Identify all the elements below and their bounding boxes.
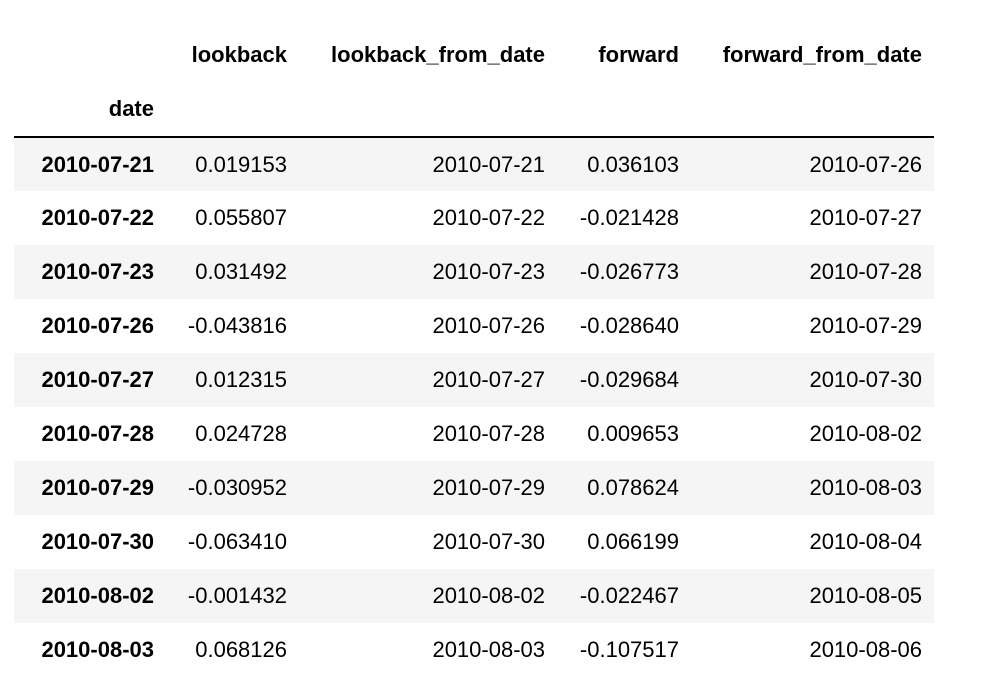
cell-forward-from-date: 2010-07-26 xyxy=(809,151,922,177)
cell-lookback: 0.024728 xyxy=(195,421,287,446)
table-body: 2010-07-21 0.019153 2010-07-21 0.036103 … xyxy=(14,137,934,677)
index-name-spacer xyxy=(166,82,299,138)
cell-forward: -0.028640 xyxy=(579,313,679,338)
cell-lookback: 0.055807 xyxy=(195,205,287,230)
cell-lookback: 0.019153 xyxy=(195,151,287,177)
row-index-date: 2010-07-22 xyxy=(41,205,154,230)
index-name-row: date xyxy=(14,82,934,138)
table-row: 2010-08-02 -0.001432 2010-08-02 -0.02246… xyxy=(14,569,934,623)
cell-forward: 0.066199 xyxy=(587,529,679,554)
cell-lookback: 0.031492 xyxy=(195,259,287,284)
row-index-date: 2010-07-26 xyxy=(41,313,154,338)
column-header-forward: forward xyxy=(598,42,679,67)
row-index-date: 2010-07-28 xyxy=(41,421,154,446)
column-header-lookback: lookback xyxy=(191,42,287,67)
row-index-date: 2010-07-23 xyxy=(41,259,154,284)
table-row: 2010-08-03 0.068126 2010-08-03 -0.107517… xyxy=(14,623,934,677)
row-index-date: 2010-07-27 xyxy=(41,367,154,392)
cell-lookback-from-date: 2010-08-03 xyxy=(432,637,545,662)
index-name-spacer xyxy=(299,82,557,138)
cell-lookback-from-date: 2010-07-27 xyxy=(432,367,545,392)
dataframe-output: lookback lookback_from_date forward forw… xyxy=(14,28,934,677)
cell-forward-from-date: 2010-07-30 xyxy=(809,367,922,392)
cell-forward-from-date: 2010-07-28 xyxy=(809,259,922,284)
table-row: 2010-07-29 -0.030952 2010-07-29 0.078624… xyxy=(14,461,934,515)
table-header: lookback lookback_from_date forward forw… xyxy=(14,28,934,138)
cell-forward: -0.021428 xyxy=(579,205,679,230)
table-row: 2010-07-22 0.055807 2010-07-22 -0.021428… xyxy=(14,191,934,245)
cell-forward-from-date: 2010-08-04 xyxy=(809,529,922,554)
table-row: 2010-07-27 0.012315 2010-07-27 -0.029684… xyxy=(14,353,934,407)
column-header-lookback-from-date: lookback_from_date xyxy=(331,42,545,67)
row-index-date: 2010-08-02 xyxy=(41,583,154,608)
cell-forward-from-date: 2010-08-05 xyxy=(809,583,922,608)
cell-forward-from-date: 2010-07-29 xyxy=(809,313,922,338)
cell-lookback: -0.030952 xyxy=(187,475,287,500)
cell-lookback-from-date: 2010-07-23 xyxy=(432,259,545,284)
row-index-date: 2010-07-29 xyxy=(41,475,154,500)
cell-forward-from-date: 2010-07-27 xyxy=(809,205,922,230)
table-row: 2010-07-30 -0.063410 2010-07-30 0.066199… xyxy=(14,515,934,569)
cell-forward-from-date: 2010-08-06 xyxy=(809,637,922,662)
index-name-spacer xyxy=(691,82,934,138)
index-name-label: date xyxy=(14,82,166,138)
cell-forward: -0.107517 xyxy=(579,637,679,662)
table-row: 2010-07-28 0.024728 2010-07-28 0.009653 … xyxy=(14,407,934,461)
cell-lookback-from-date: 2010-07-26 xyxy=(432,313,545,338)
table-row: 2010-07-23 0.031492 2010-07-23 -0.026773… xyxy=(14,245,934,299)
cell-lookback-from-date: 2010-07-30 xyxy=(432,529,545,554)
column-header-forward-from-date: forward_from_date xyxy=(722,42,922,67)
cell-forward: -0.022467 xyxy=(579,583,679,608)
cell-forward: 0.036103 xyxy=(587,151,679,177)
cell-forward-from-date: 2010-08-02 xyxy=(809,421,922,446)
table-row: 2010-07-26 -0.043816 2010-07-26 -0.02864… xyxy=(14,299,934,353)
cell-forward: -0.026773 xyxy=(579,259,679,284)
cell-lookback: 0.012315 xyxy=(195,367,287,392)
row-index-date: 2010-07-30 xyxy=(41,529,154,554)
cell-forward: 0.009653 xyxy=(587,421,679,446)
column-header-row: lookback lookback_from_date forward forw… xyxy=(14,28,934,82)
cell-forward-from-date: 2010-08-03 xyxy=(809,475,922,500)
cell-lookback: -0.063410 xyxy=(187,529,287,554)
index-corner-cell xyxy=(14,28,166,82)
cell-lookback-from-date: 2010-07-21 xyxy=(432,151,545,177)
cell-lookback-from-date: 2010-08-02 xyxy=(432,583,545,608)
cell-lookback-from-date: 2010-07-22 xyxy=(432,205,545,230)
row-index-date: 2010-08-03 xyxy=(41,637,154,662)
cell-forward: 0.078624 xyxy=(587,475,679,500)
cell-forward: -0.029684 xyxy=(579,367,679,392)
cell-lookback: -0.001432 xyxy=(187,583,287,608)
dataframe-table: lookback lookback_from_date forward forw… xyxy=(14,28,934,677)
cell-lookback: 0.068126 xyxy=(195,637,287,662)
table-row: 2010-07-21 0.019153 2010-07-21 0.036103 … xyxy=(14,137,934,191)
cell-lookback: -0.043816 xyxy=(187,313,287,338)
index-name-spacer xyxy=(557,82,691,138)
cell-lookback-from-date: 2010-07-28 xyxy=(432,421,545,446)
row-index-date: 2010-07-21 xyxy=(41,151,154,177)
cell-lookback-from-date: 2010-07-29 xyxy=(432,475,545,500)
